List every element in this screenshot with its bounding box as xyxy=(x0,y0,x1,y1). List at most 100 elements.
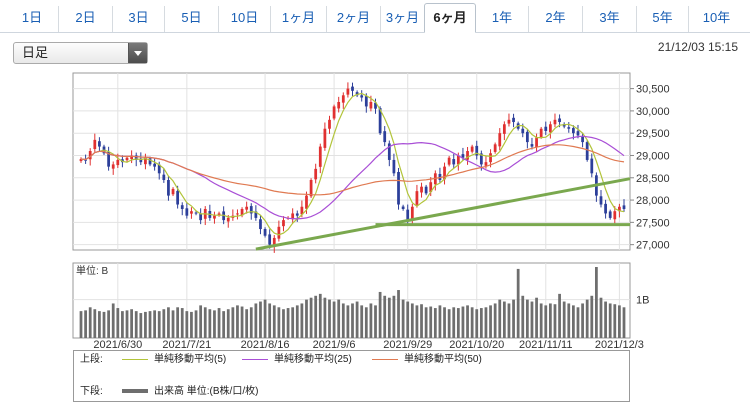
volume-bar xyxy=(305,299,308,338)
candle xyxy=(475,145,479,156)
volume-bar xyxy=(259,301,262,338)
x-tick-label: 2021/10/20 xyxy=(449,339,504,350)
volume-bar xyxy=(111,303,115,338)
candle xyxy=(272,237,276,247)
candle xyxy=(525,131,529,143)
candle xyxy=(268,234,272,245)
candle xyxy=(507,119,511,124)
tab-0[interactable]: 1日 xyxy=(6,6,58,32)
legend-lower-label: 下段: xyxy=(80,386,103,397)
candle xyxy=(489,153,492,163)
volume-bar xyxy=(314,295,318,338)
volume-bar xyxy=(286,308,290,338)
candle xyxy=(502,124,506,134)
tab-4[interactable]: 10日 xyxy=(218,6,270,32)
y-tick-label: 27,000 xyxy=(636,240,670,252)
legend-upper-label: 上段: xyxy=(80,354,103,365)
legend: 上段: 単純移動平均(5) 単純移動平均(25) 単純移動平均(50) 下段: … xyxy=(73,350,630,402)
volume-bar xyxy=(208,309,212,338)
candle xyxy=(263,229,267,236)
volume-bar xyxy=(144,311,147,338)
legend-item-volume: 出来高 単位:(B株/口/枚) xyxy=(122,385,258,399)
candle xyxy=(249,206,253,214)
legend-item-ma50: 単純移動平均(50) xyxy=(372,353,482,367)
tab-label: 5日 xyxy=(181,10,202,25)
candle xyxy=(447,157,451,165)
candle xyxy=(553,119,557,125)
candle xyxy=(461,154,465,158)
candle xyxy=(604,203,607,214)
candle xyxy=(291,213,295,220)
y-tick-label: 28,000 xyxy=(636,195,670,207)
candle xyxy=(134,155,138,160)
tab-9[interactable]: 1年 xyxy=(476,6,528,32)
candle xyxy=(521,128,525,134)
tab-11[interactable]: 3年 xyxy=(582,6,636,32)
tab-6[interactable]: 2ヶ月 xyxy=(326,6,380,32)
volume-bar xyxy=(277,307,281,338)
volume-bar xyxy=(79,311,83,338)
volume-bar xyxy=(415,305,419,338)
candle xyxy=(590,158,594,174)
legend-swatch-ma50 xyxy=(372,358,398,360)
tab-12[interactable]: 5年 xyxy=(636,6,688,32)
volume-bar xyxy=(364,307,368,338)
volume-bar xyxy=(424,307,428,338)
volume-bar xyxy=(498,299,502,338)
y-tick-label: 29,500 xyxy=(636,128,670,140)
chevron-down-icon[interactable] xyxy=(128,43,147,63)
tab-2[interactable]: 3日 xyxy=(112,6,164,32)
candle xyxy=(443,166,446,180)
tab-13[interactable]: 10年 xyxy=(688,6,744,32)
volume-bar xyxy=(489,305,492,338)
candle xyxy=(479,153,483,165)
candle xyxy=(176,190,180,205)
volume-bar xyxy=(461,306,465,338)
volume-bar xyxy=(332,301,336,338)
volume-bar xyxy=(157,311,161,338)
tab-8[interactable]: 6ヶ月 xyxy=(424,3,476,33)
candle xyxy=(162,174,166,181)
candle xyxy=(456,155,460,165)
candle xyxy=(548,124,552,133)
x-tick-label: 2021/7/21 xyxy=(162,339,211,350)
volume-bar xyxy=(272,305,276,338)
volume-bar xyxy=(328,299,331,338)
volume-bar xyxy=(226,309,230,338)
volume-bar xyxy=(213,310,216,338)
candle xyxy=(88,151,92,160)
candle xyxy=(93,139,97,150)
candle xyxy=(180,205,184,209)
period-tabs: 1日 2日 3日 5日 10日 1ヶ月 2ヶ月 3ヶ月 6ヶ月 1年 2年 3年 5年 10年 xyxy=(0,0,750,33)
volume-bar xyxy=(295,305,299,338)
tab-1[interactable]: 2日 xyxy=(58,6,112,32)
tab-5[interactable]: 1ヶ月 xyxy=(270,6,326,32)
candle xyxy=(217,213,221,216)
volume-bar xyxy=(167,307,170,338)
volume-bar xyxy=(369,303,373,338)
tab-label: 1日 xyxy=(21,10,43,25)
volume-bar xyxy=(392,295,396,338)
tab-10[interactable]: 2年 xyxy=(528,6,582,32)
volume-bar xyxy=(553,304,557,338)
tab-7[interactable]: 3ヶ月 xyxy=(380,6,424,32)
volume-bar xyxy=(535,297,538,338)
candle xyxy=(410,206,414,220)
volume-bar xyxy=(530,301,534,338)
volume-bar xyxy=(456,308,460,338)
candle xyxy=(84,159,87,161)
y-tick-label: 30,500 xyxy=(636,84,670,96)
volume-bar xyxy=(282,309,285,338)
tab-label: 10日 xyxy=(230,10,259,25)
candle xyxy=(254,211,258,218)
candle xyxy=(374,102,377,109)
timestamp: 21/12/03 15:15 xyxy=(657,40,738,54)
bar-type-select[interactable]: 日足 xyxy=(13,42,148,64)
volume-bar xyxy=(548,303,552,338)
candle xyxy=(295,213,299,216)
candle xyxy=(346,88,350,95)
candle xyxy=(599,196,603,205)
volume-bar xyxy=(470,307,474,338)
tab-3[interactable]: 5日 xyxy=(164,6,218,32)
volume-bar xyxy=(176,307,180,338)
